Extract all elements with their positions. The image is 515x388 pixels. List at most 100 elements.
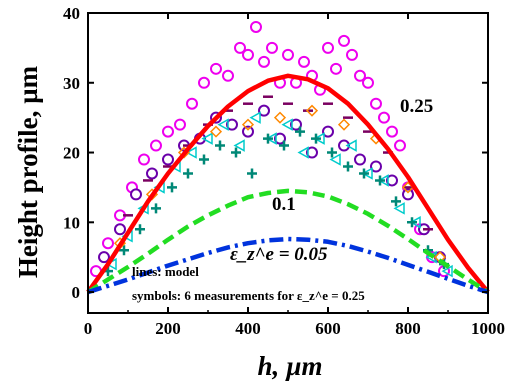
measurement-point [265, 132, 277, 145]
measurement-point [330, 62, 342, 75]
measurement-point [295, 126, 305, 137]
measurement-point [305, 104, 319, 117]
legend-line-measurements: symbols: 6 measurements for ε_z^e = 0.25 [132, 288, 365, 303]
measurement-point [130, 188, 142, 201]
measurement-point [150, 139, 162, 152]
x-tick-label: 600 [315, 319, 341, 338]
measurement-point [311, 133, 321, 144]
measurement-point [370, 160, 382, 173]
measurement-point [226, 118, 238, 131]
measurement-point [199, 154, 209, 165]
measurement-point [241, 118, 255, 131]
y-tick-label: 40 [63, 4, 80, 23]
legend-line-model: lines: model [132, 264, 199, 279]
y-tick-label: 30 [63, 74, 80, 93]
measurement-point [119, 245, 129, 256]
measurement-point [306, 146, 318, 159]
measurement-point [282, 48, 294, 61]
measurement-point [322, 125, 334, 138]
measurement-point [345, 139, 357, 152]
measurement-point [114, 223, 126, 236]
measurement-point [361, 167, 373, 180]
measurement-point [263, 133, 273, 144]
measurement-point [210, 62, 222, 75]
measurement-point [407, 217, 417, 228]
measurement-point [209, 125, 223, 138]
measurement-point [231, 147, 241, 158]
measurement-point [273, 111, 287, 124]
measurements-layer [90, 20, 453, 278]
series-label-0.25: 0.25 [400, 96, 433, 117]
measurement-point [359, 168, 369, 179]
measurement-point [201, 132, 213, 145]
measurement-point [297, 146, 309, 159]
measurement-point [337, 118, 351, 131]
measurement-point [233, 139, 245, 152]
measurement-point [186, 97, 198, 110]
measurement-point [258, 104, 270, 117]
measurement-point [146, 167, 158, 180]
measurement-point [217, 118, 229, 131]
measurement-point [151, 203, 161, 214]
measurement-point [279, 140, 289, 151]
measurement-point [258, 55, 270, 68]
measurement-point [313, 132, 325, 145]
y-tick-label: 20 [63, 144, 80, 163]
series-label-0.05: ε_z^e = 0.05 [230, 244, 328, 265]
measurement-point [391, 196, 401, 207]
measurement-point [329, 153, 341, 166]
measurement-point [198, 76, 210, 89]
measurement-point [322, 41, 334, 54]
model-line-1 [86, 188, 490, 295]
measurement-point [135, 224, 145, 235]
measurement-point [242, 125, 254, 138]
measurement-point [183, 168, 193, 179]
measurement-point [290, 118, 302, 131]
measurement-point [362, 76, 374, 89]
measurement-point [138, 153, 150, 166]
y-tick-label: 0 [72, 283, 81, 302]
measurement-point [242, 48, 254, 61]
measurement-point [386, 125, 398, 138]
measurement-point [281, 118, 293, 131]
measurement-point [354, 69, 366, 82]
measurement-point [409, 216, 421, 229]
measurement-point [394, 139, 406, 152]
measurement-point [346, 48, 358, 61]
measurement-point [274, 132, 286, 145]
x-tick-label: 0 [84, 319, 93, 338]
y-axis-title: Height profile, µm [13, 65, 43, 278]
measurement-point [247, 168, 257, 179]
x-tick-label: 200 [155, 319, 181, 338]
x-tick-label: 800 [395, 319, 421, 338]
measurement-point [215, 140, 225, 151]
measurement-point [234, 41, 246, 54]
measurement-point [338, 34, 350, 47]
measurement-point [266, 41, 278, 54]
measurement-point [386, 174, 398, 187]
measurement-point [174, 118, 186, 131]
measurement-point [377, 174, 389, 187]
measurement-point [162, 125, 174, 138]
measurement-point [378, 111, 390, 124]
measurement-point [327, 147, 337, 158]
measurement-point [354, 153, 366, 166]
measurement-point [298, 55, 310, 68]
measurement-point [343, 161, 353, 172]
measurement-point [375, 175, 385, 186]
measurement-point [249, 111, 261, 124]
measurement-point [338, 139, 350, 152]
ticks-layer: 0 200 400 600 800 1000 0 10 20 30 40 [63, 4, 505, 338]
measurement-point [222, 69, 234, 82]
y-tick-label: 10 [63, 213, 80, 232]
measurement-point [185, 146, 197, 159]
measurement-point [250, 20, 262, 33]
model-line-0 [86, 73, 490, 294]
measurement-point [393, 202, 405, 215]
x-tick-label: 400 [235, 319, 261, 338]
measurement-point [102, 237, 114, 250]
measurement-point [370, 97, 382, 110]
model-line-2 [87, 236, 489, 295]
series-label-0.1: 0.1 [272, 194, 296, 215]
